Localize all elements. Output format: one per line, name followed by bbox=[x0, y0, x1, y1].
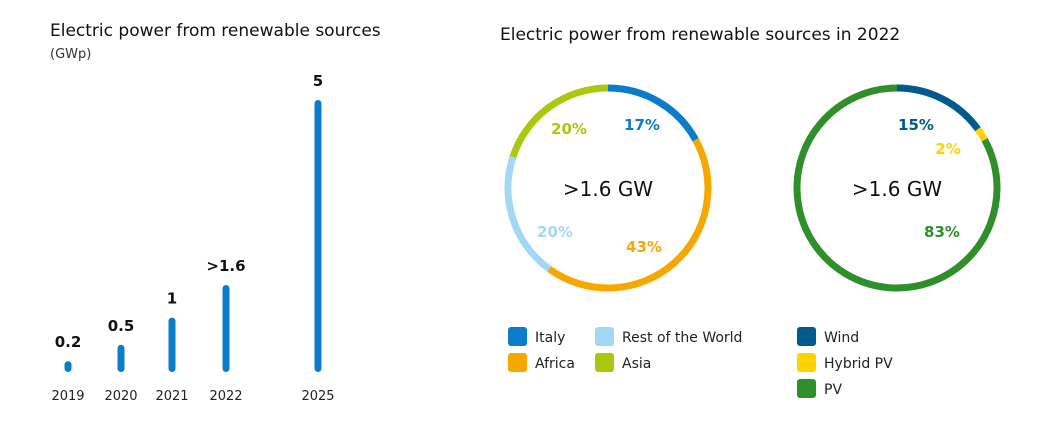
legend-label: Hybrid PV bbox=[824, 356, 893, 372]
donut-center-label: >1.6 GW bbox=[852, 177, 942, 201]
donut-slice-hybrid-pv bbox=[975, 127, 988, 142]
x-tick-label: 2020 bbox=[104, 389, 137, 404]
legend-swatch-wind bbox=[797, 327, 816, 346]
donut-slice-italy bbox=[607, 84, 699, 142]
legend-label: PV bbox=[824, 382, 842, 398]
x-tick-label: 2025 bbox=[301, 389, 334, 404]
donut-chart-title: Electric power from renewable sources in… bbox=[500, 25, 901, 45]
slice-percent-label: 15% bbox=[898, 116, 934, 134]
legend-swatch-rest-of-the-world bbox=[595, 327, 614, 346]
bar-value-label: 1 bbox=[167, 290, 177, 308]
donut-center-label: >1.6 GW bbox=[563, 177, 653, 201]
donut-slice-wind bbox=[896, 84, 981, 132]
donut-slice-rest-of-the-world bbox=[504, 156, 552, 272]
legend-label: Rest of the World bbox=[622, 330, 742, 346]
bar-chart-title: Electric power from renewable sources bbox=[50, 21, 381, 41]
slice-percent-label: 20% bbox=[537, 223, 573, 241]
bar-2022 bbox=[222, 284, 230, 372]
legend-swatch-pv bbox=[797, 379, 816, 398]
legend-swatch-africa bbox=[508, 353, 527, 372]
slice-percent-label: 43% bbox=[626, 238, 662, 256]
slice-percent-label: 2% bbox=[935, 140, 960, 158]
bar-2025 bbox=[314, 100, 322, 372]
bar-value-label: 5 bbox=[313, 72, 323, 90]
donut-slice-asia bbox=[509, 84, 609, 159]
bar-chart-unit: (GWp) bbox=[50, 47, 92, 62]
legend-label: Asia bbox=[622, 356, 651, 372]
donut-slice-pv bbox=[793, 84, 1001, 292]
bar-value-label: 0.2 bbox=[55, 333, 82, 351]
x-tick-label: 2019 bbox=[51, 389, 84, 404]
bar-2020 bbox=[117, 344, 125, 372]
x-tick-label: 2021 bbox=[155, 389, 188, 404]
bar-value-label: 0.5 bbox=[108, 317, 135, 335]
legend-label: Italy bbox=[535, 330, 565, 346]
bar-value-label: >1.6 bbox=[206, 257, 245, 275]
legend-swatch-asia bbox=[595, 353, 614, 372]
legend-label: Africa bbox=[535, 356, 575, 372]
x-tick-label: 2022 bbox=[209, 389, 242, 404]
legend-label: Wind bbox=[824, 330, 859, 346]
slice-percent-label: 17% bbox=[624, 116, 660, 134]
bar-2019 bbox=[64, 361, 72, 372]
legend-swatch-hybrid-pv bbox=[797, 353, 816, 372]
legend-swatch-italy bbox=[508, 327, 527, 346]
slice-percent-label: 83% bbox=[924, 223, 960, 241]
slice-percent-label: 20% bbox=[551, 120, 587, 138]
bar-2021 bbox=[168, 317, 176, 372]
donut-slice-africa bbox=[547, 138, 712, 292]
